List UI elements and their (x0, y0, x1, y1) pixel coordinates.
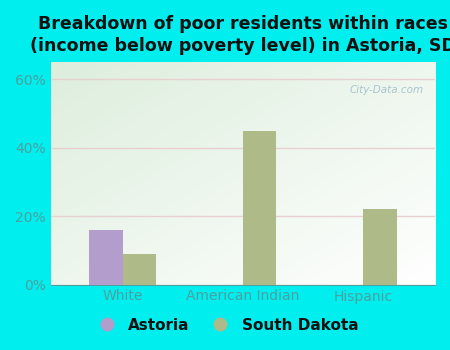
Title: Breakdown of poor residents within races
(income below poverty level) in Astoria: Breakdown of poor residents within races… (30, 15, 450, 55)
Bar (363, 209, 396, 285)
Legend: Astoria, South Dakota: Astoria, South Dakota (86, 312, 365, 339)
Bar (123, 254, 156, 285)
Bar (243, 131, 276, 285)
Text: City-Data.com: City-Data.com (349, 85, 423, 95)
Bar (89, 230, 123, 285)
